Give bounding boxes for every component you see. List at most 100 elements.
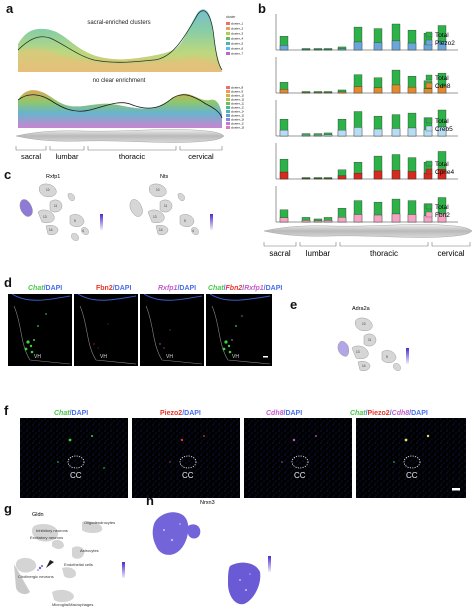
umap-nts [129,183,199,235]
svg-text:5: 5 [184,219,186,223]
b-gene-bar [437,169,447,180]
caption-segment: / [365,410,368,417]
d-label-3: Rxfp1/DAPI [158,285,196,292]
svg-text:Excitatory neurons: Excitatory neurons [30,535,63,540]
umap-rxfp1-colorbar [100,214,103,230]
b-region-lumbar: lumbar [306,249,331,258]
b-legend-gene-swatch [425,168,433,175]
caption-segment: /DAPI [112,285,132,292]
b-region-thoracic: thoracic [370,249,398,258]
b-gene-bar [353,41,363,51]
panel-a-figure: sacral-enriched clusters no clear enrich… [15,9,244,161]
caption-segment: /DAPI [283,410,303,417]
b-legend-total-swatch [425,203,433,210]
svg-text:cluster_15: cluster_15 [231,114,244,118]
svg-text:11: 11 [368,338,372,342]
b-gene-bar [437,41,447,51]
b-gene-bar [337,175,347,180]
b-gene-bar [353,127,363,137]
svg-text:cluster_18: cluster_18 [231,126,244,130]
caption-segment: Rxfp1 [158,285,178,292]
svg-text:Inhibitory neurons: Inhibitory neurons [36,528,68,533]
b-gene-bar [391,213,401,223]
umap-nts-colorbar [210,214,213,230]
b-gene-bar [437,85,447,94]
b-gene-bar [301,49,311,51]
b-gene-bar [323,92,333,94]
svg-text:Microglia/Macrophages: Microglia/Macrophages [52,602,93,607]
svg-text:13: 13 [153,215,157,219]
panel-g-title: Gldn [32,512,44,518]
panel-e-umap: Adra2a 10 11 13 14 5 [337,306,409,371]
b-legend-gene-label: Fbn2 [435,212,450,219]
b-legend-gene-label: Creb5 [435,126,453,133]
b-gene-bar [423,88,433,94]
caption-segment: Chat [54,410,70,417]
panel-c-umaps: Rxfp1 Nts 10 11 13 14 5 4 10 11 13 14 5 4 [19,174,213,241]
caption-segment: /DAPI [43,285,63,292]
d-image-chat [8,294,72,366]
b-gene-bar [391,84,401,94]
f-label-4: Chat/Piezo2/Cdh8/DAPI [350,410,428,417]
svg-text:cluster_9: cluster_9 [231,90,244,94]
b-gene-bar [391,128,401,137]
panel-b-bar-charts: TotalPiezo2TotalCdh8TotalCreb5TotalCpne4… [263,14,472,258]
svg-text:Oligodendrocytes: Oligodendrocytes [84,520,115,525]
panel-h-colorbar [268,556,271,572]
svg-text:cluster_5: cluster_5 [231,42,244,46]
panel-g-colorbar [122,562,125,578]
panel-c-left-title: Rxfp1 [46,174,60,180]
caption-segment: / [223,285,226,292]
b-gene-bar [301,220,311,223]
b-gene-bar [301,178,311,180]
b-legend-gene-label: Cdh8 [435,83,451,90]
d-vh-4: VH [232,354,239,360]
caption-segment: Cdh8 [266,410,284,417]
caption-segment: /DAPI [69,410,89,417]
svg-text:14: 14 [362,364,366,368]
b-region-sacral: sacral [269,249,291,258]
d-label-4: Chat/Fbn2/Rxfp1/DAPI [208,285,282,292]
b-gene-bar [313,178,323,180]
svg-text:cluster: cluster [226,15,236,19]
b-gene-bar [407,171,417,180]
b-gene-bar [313,134,323,137]
caption-segment: Fbn2 [96,285,113,292]
panel-g-cluster-labels: Oligodendrocytes Inhibitory neurons Exci… [18,520,115,607]
svg-text:cluster_11: cluster_11 [231,98,244,102]
umap-rxfp1 [19,183,89,241]
region-sacral: sacral [21,152,41,161]
b-gene-bar [337,48,347,51]
svg-text:13: 13 [43,215,47,219]
caption-segment: Piezo2 [160,410,183,417]
b-gene-bar [301,92,311,94]
panel-b-spinal-cord [263,224,472,238]
b-gene-bar [313,92,323,94]
panel-label-d: d [4,275,12,290]
svg-text:cluster_4: cluster_4 [231,37,244,41]
f-image-piezo2 [132,418,240,498]
svg-text:cluster_6: cluster_6 [231,47,244,51]
region-thoracic: thoracic [119,152,146,161]
region-cervical: cervical [188,152,214,161]
f-cc-3: CC [294,471,306,480]
svg-text:5: 5 [386,355,388,359]
panel-a-spinal-cord [15,129,225,143]
b-gene-bar [353,172,363,180]
panel-h-umap: Nrxn3 [152,500,271,605]
b-legend-total-swatch [425,160,433,167]
b-legend-total-label: Total [435,204,449,211]
b-legend-gene-swatch [425,39,433,46]
b-legend-gene-swatch [425,82,433,89]
panel-e-title: Adra2a [352,306,371,312]
panel-label-e: e [290,297,298,312]
umap-rxfp1-cluster-numbers: 10 11 13 14 5 4 [43,188,84,233]
b-gene-bar [313,49,323,51]
b-legend-total-label: Total [435,161,449,168]
svg-text:5: 5 [74,219,76,223]
caption-segment: / [242,285,245,292]
b-legend-total-swatch [425,31,433,38]
b-gene-bar [323,178,333,180]
caption-segment: Piezo2 [367,410,390,417]
b-region-cervical: cervical [437,249,464,258]
